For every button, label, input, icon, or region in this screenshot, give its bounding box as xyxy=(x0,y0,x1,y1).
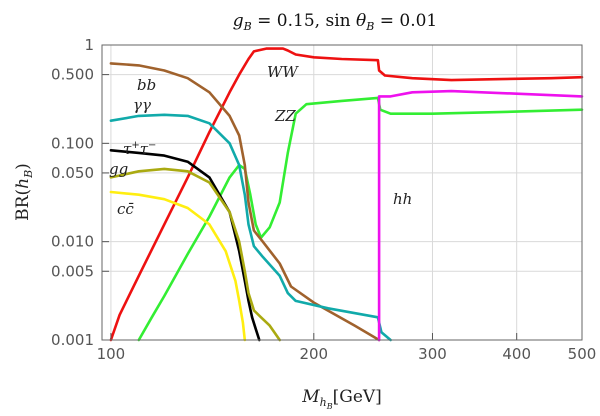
label-gg: gg xyxy=(109,160,128,178)
y-tick-label: 0.010 xyxy=(51,233,94,251)
x-tick-label: 100 xyxy=(97,345,126,363)
y-axis-title: BR(hB) xyxy=(13,163,35,221)
label-zz: ZZ xyxy=(274,107,296,125)
y-tick-label: 0.500 xyxy=(51,66,94,84)
series-cc xyxy=(109,190,247,342)
series-gg xyxy=(109,167,281,342)
series-- xyxy=(109,149,261,342)
x-axis-title: MhB[GeV] xyxy=(301,387,382,411)
label-ww: WW xyxy=(267,63,299,81)
x-tick-label: 500 xyxy=(568,345,597,363)
label-bb: bb xyxy=(137,76,156,94)
y-tick-label: 0.050 xyxy=(51,164,94,182)
ticks: 100 200 300 400 500 0.001 0.005 0.010 0.050 0.100… xyxy=(51,36,596,363)
plot-frame xyxy=(101,44,583,341)
grid xyxy=(102,44,583,341)
y-tick-label: 0.001 xyxy=(51,331,94,349)
series-ww xyxy=(109,47,584,342)
y-tick-label: 1 xyxy=(84,36,94,54)
series-- xyxy=(109,113,392,342)
x-tick-label: 300 xyxy=(418,345,447,363)
label-tau-tau: τ+τ− xyxy=(123,140,156,158)
x-tick-label: 400 xyxy=(502,345,531,363)
label-hh: hh xyxy=(393,190,412,208)
series-hh xyxy=(377,89,584,342)
series-lines xyxy=(109,47,584,342)
y-tick-label: 0.100 xyxy=(51,134,94,152)
chart-title: gB = 0.15, sin θB = 0.01 xyxy=(233,11,437,33)
series-zz xyxy=(137,96,584,342)
label-cc: cc̄ xyxy=(117,200,134,218)
label-gamma-gamma: γγ xyxy=(133,96,151,114)
x-tick-label: 200 xyxy=(299,345,328,363)
series-bb xyxy=(109,62,381,342)
y-tick-label: 0.005 xyxy=(51,262,94,280)
